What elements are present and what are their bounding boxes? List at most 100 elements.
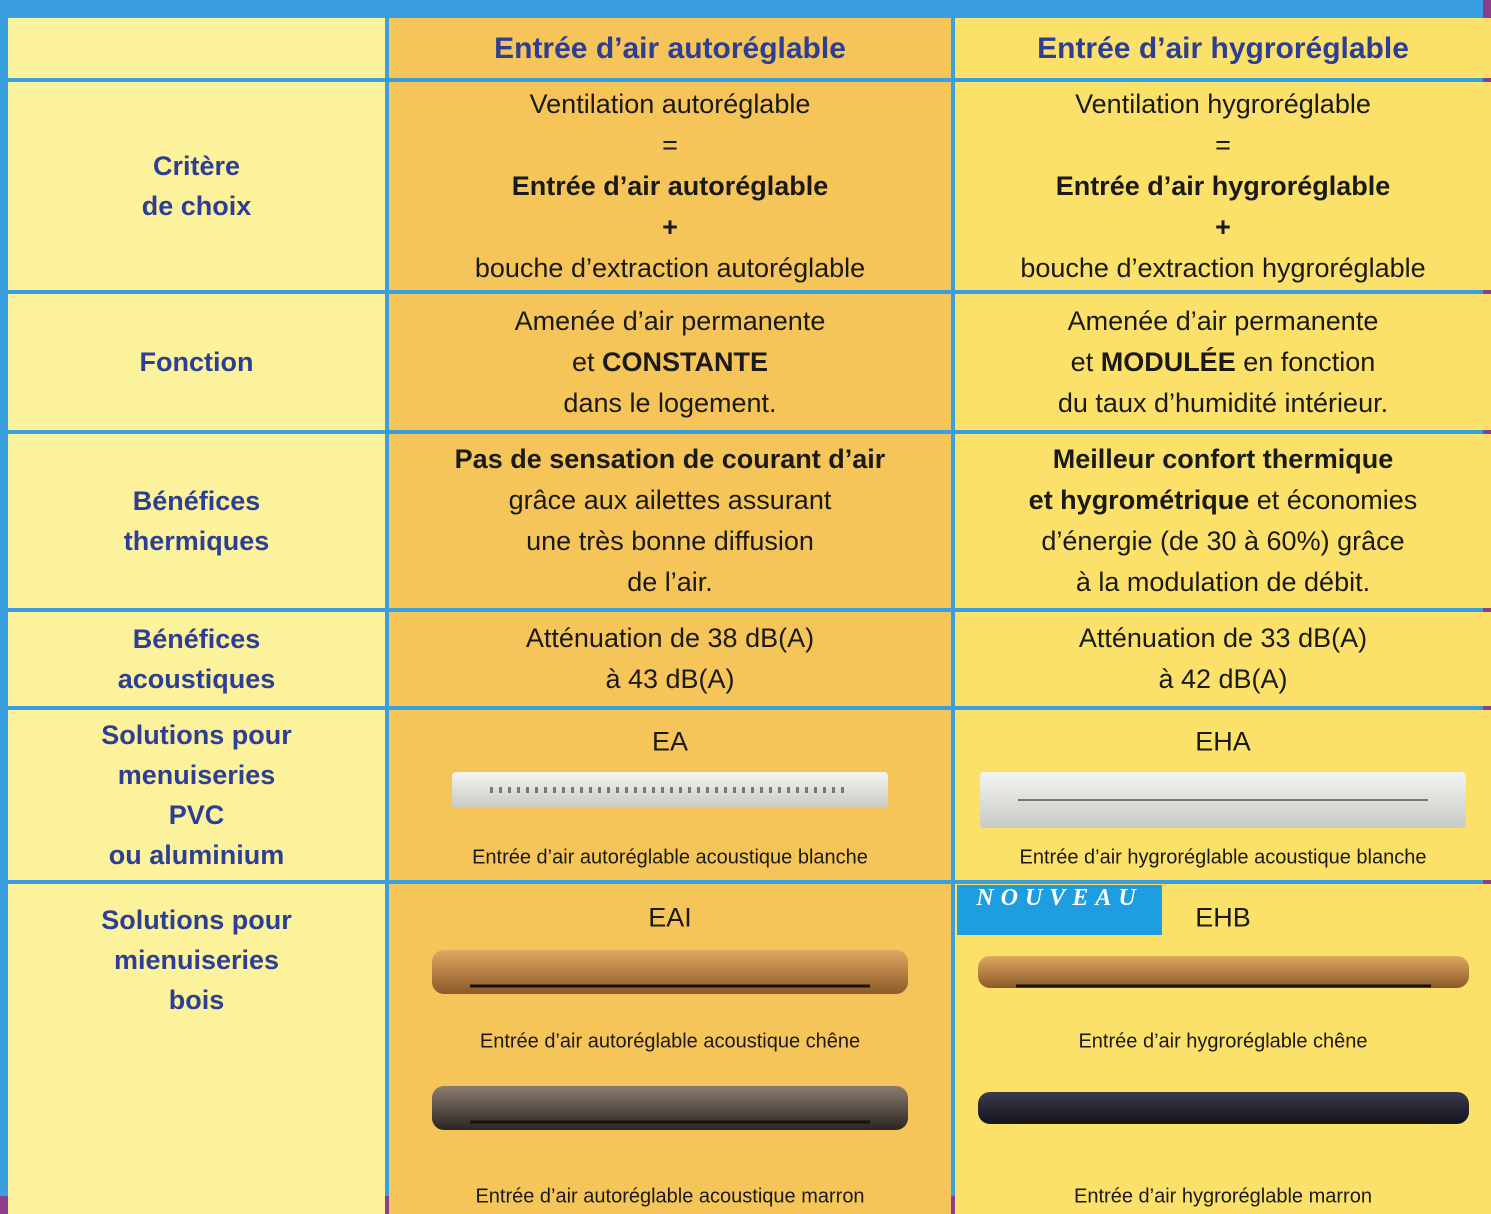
cell-bg [955, 434, 1491, 608]
label-line: Fonction [139, 347, 254, 377]
label-line: de choix [141, 191, 252, 221]
text-run: en fonction [1235, 346, 1376, 377]
label-line: Bénéfices [132, 624, 261, 654]
text-run: CONSTANTE [602, 346, 769, 377]
cell: Ventilation hygroréglable = Entrée d’air h… [955, 82, 1491, 290]
cell-line: à la modulation de débit. [1076, 562, 1370, 603]
text-run: + [662, 211, 678, 242]
row-label: Bénéfices acoustiques [8, 612, 385, 706]
cell-line: une très bonne diffusion [526, 521, 814, 562]
cell-bg [389, 434, 951, 608]
text-run: bouche d’extraction autoréglable [474, 252, 866, 283]
label-line: thermiques [123, 526, 270, 556]
cell-bg [955, 18, 1491, 78]
label-line: PVC [168, 800, 225, 830]
cell-line: d’énergie (de 30 à 60%) grâce [1041, 521, 1404, 562]
text-run: à 43 dB(A) [605, 664, 735, 694]
text-run: Amenée d’air permanente [1067, 305, 1379, 336]
text-run: MODULÉE [1100, 346, 1236, 377]
cell: Ventilation autoréglable = Entrée d’air au… [389, 82, 951, 290]
cell-line: Ventilation autoréglable [530, 84, 811, 125]
text-run: = [662, 129, 678, 160]
text-run: Amenée d’air permanente [514, 305, 826, 336]
text-run: et [571, 346, 603, 377]
cell-line: Entrée d’air autoréglable [512, 166, 829, 207]
label-line: mienuiseries [113, 945, 280, 975]
cell-line: bouche d’extraction autoréglable [475, 248, 865, 289]
cell-bg [8, 82, 385, 290]
product-image [980, 772, 1466, 828]
cell: Atténuation de 33 dB(A) à 42 dB(A) [955, 612, 1491, 706]
product-image [432, 950, 908, 994]
cell-bg [8, 18, 385, 78]
text-run: Ventilation hygroréglable [1075, 88, 1371, 119]
cell-line: + [1215, 207, 1231, 248]
text-run: d’énergie (de 30 à 60%) grâce [1041, 526, 1405, 556]
cell-line: Amenée d’air permanente [1068, 301, 1379, 342]
cell-line: dans le logement. [563, 383, 776, 424]
header-text: Entrée d’air autoréglable [494, 31, 846, 65]
row-label: Solutions pour mienuiseries bois [8, 884, 385, 1214]
text-run: Atténuation de 38 dB(A) [525, 623, 815, 653]
cell-bg [955, 884, 1491, 1214]
text-run: dans le logement. [563, 387, 777, 418]
text-run: et économies [1249, 485, 1418, 515]
cell-bg [389, 612, 951, 706]
product-caption: Entrée d’air autoréglable acoustique mar… [475, 1185, 865, 1208]
product-image [452, 772, 888, 808]
label-line: Solutions pour [101, 720, 292, 750]
cell-line: du taux d’humidité intérieur. [1058, 383, 1388, 424]
cell-bg [8, 294, 385, 430]
cell-bg [389, 884, 951, 1214]
cell-line: Ventilation hygroréglable [1075, 84, 1371, 125]
cell-bg [955, 612, 1491, 706]
product-image [432, 1086, 908, 1130]
label-line: Solutions pour [101, 905, 292, 935]
label-line: acoustiques [117, 664, 276, 694]
cell-line: à 43 dB(A) [605, 659, 734, 700]
cell-bg [955, 82, 1491, 290]
cell-line: Entrée d’air hygroréglable [1056, 166, 1391, 207]
product-caption: Entrée d’air hygroréglable acoustique bl… [1019, 846, 1427, 869]
cell-line: Pas de sensation de courant d’air [455, 439, 886, 480]
row-label: Bénéfices thermiques [8, 434, 385, 608]
text-run: et [1070, 346, 1101, 377]
text-run: Entrée d’air autoréglable [511, 170, 829, 201]
product-code: EA [651, 726, 689, 757]
cell-bg [389, 294, 951, 430]
cell: Pas de sensation de courant d’air grâce a… [389, 434, 951, 608]
label-line: Bénéfices [132, 486, 261, 516]
text-run: une très bonne diffusion [526, 526, 814, 556]
cell-line: = [662, 125, 678, 166]
text-run: Atténuation de 33 dB(A) [1078, 623, 1368, 653]
badge-text: NOUVEAU [976, 885, 1143, 911]
text-run: + [1215, 211, 1231, 242]
row-label: Solutions pour menuiseries PVC ou aluminium [8, 710, 385, 880]
cell: Atténuation de 38 dB(A) à 43 dB(A) [389, 612, 951, 706]
cell-bg [389, 82, 951, 290]
cell-line: à 42 dB(A) [1158, 659, 1287, 700]
text-run: grâce aux ailettes assurant [508, 485, 832, 515]
product-image [977, 956, 1469, 988]
label-line: menuiseries [117, 760, 276, 790]
cell-bg [8, 884, 385, 1214]
text-run: de l’air. [627, 567, 713, 597]
text-run: bouche d’extraction hygroréglable [1020, 252, 1426, 283]
cell-line: = [1215, 125, 1231, 166]
cell-line: Atténuation de 33 dB(A) [1079, 618, 1367, 659]
text-run: = [1215, 129, 1231, 160]
product-code: EHA [1195, 726, 1251, 757]
column-header: Entrée d’air autoréglable [389, 18, 951, 78]
product-code: EAI [648, 902, 692, 933]
cell-bg [8, 612, 385, 706]
text-run: Meilleur confort thermique [1052, 444, 1394, 474]
product-caption: Entrée d’air hygroréglable marron [1074, 1185, 1372, 1208]
label-line: bois [168, 985, 225, 1015]
text-run: à 42 dB(A) [1158, 664, 1288, 694]
text-run: Pas de sensation de courant d’air [454, 444, 886, 474]
cell-line: Atténuation de 38 dB(A) [526, 618, 814, 659]
cell-line: + [662, 207, 678, 248]
column-header: Entrée d’air hygroréglable [955, 18, 1491, 78]
